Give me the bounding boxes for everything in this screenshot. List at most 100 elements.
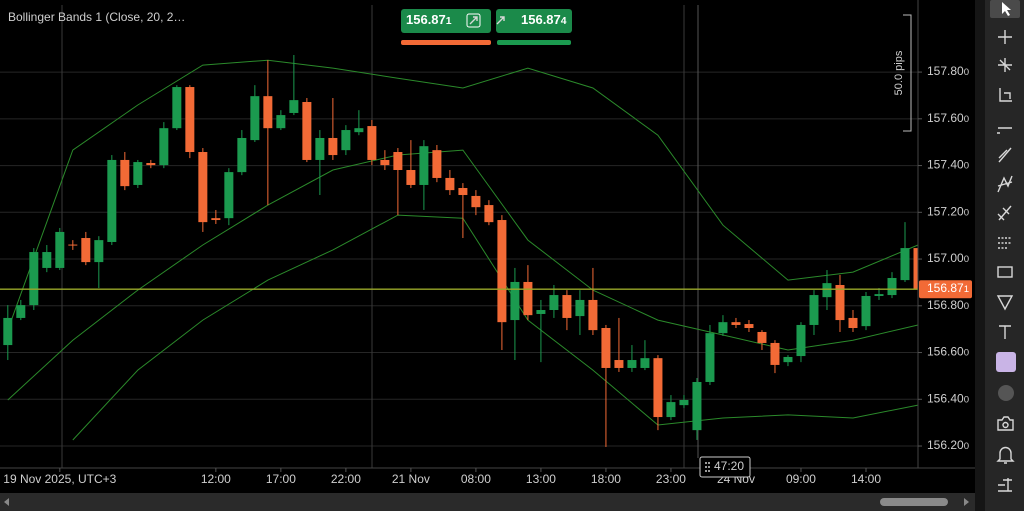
y-tick-label: 157.800 bbox=[927, 64, 969, 78]
y-tick-label: 157.600 bbox=[927, 111, 969, 125]
candle-body bbox=[900, 248, 910, 281]
candle-body bbox=[16, 305, 26, 318]
x-tick-label: 22:00 bbox=[331, 472, 361, 486]
candle-body bbox=[211, 218, 221, 221]
color-swatch[interactable] bbox=[996, 352, 1016, 372]
scroll-left[interactable] bbox=[4, 498, 9, 506]
candle-body bbox=[666, 402, 676, 418]
candle-body bbox=[861, 295, 871, 327]
indicator-label[interactable]: Bollinger Bands 1 (Close, 20, 2… bbox=[8, 10, 185, 24]
current-price-label: 156.871 bbox=[927, 281, 969, 295]
x-tick-label: 14:00 bbox=[851, 472, 881, 486]
band-line bbox=[7, 149, 919, 401]
plot bbox=[0, 55, 923, 447]
candle-body bbox=[289, 100, 299, 113]
alert-tool[interactable] bbox=[996, 446, 1015, 464]
crosshair-tool[interactable] bbox=[998, 30, 1012, 44]
fib-levels-tool[interactable] bbox=[998, 237, 1012, 249]
candle-body bbox=[198, 152, 208, 223]
fill-swatch[interactable] bbox=[998, 385, 1014, 401]
current-price-box bbox=[919, 280, 972, 299]
candle-body bbox=[393, 152, 403, 171]
ask-price: 156.874 bbox=[521, 12, 567, 27]
candle-body bbox=[263, 96, 273, 129]
x-tick-label: 12:00 bbox=[201, 472, 231, 486]
candle-body bbox=[510, 281, 520, 321]
camera-lens bbox=[1002, 421, 1009, 429]
candle-body bbox=[107, 159, 117, 242]
y-tick-label: 156.200 bbox=[927, 438, 969, 452]
candle-body bbox=[783, 356, 793, 363]
candle-body bbox=[731, 322, 741, 325]
candle-body bbox=[341, 130, 351, 151]
band-line bbox=[72, 214, 919, 441]
arrow-icon bbox=[466, 13, 481, 28]
candle-body bbox=[367, 126, 377, 160]
x-tick-label: 19 Nov 2025, UTC+3 bbox=[3, 472, 116, 486]
candle-body bbox=[29, 252, 39, 306]
candle-body bbox=[770, 342, 780, 365]
candle-body bbox=[42, 252, 52, 268]
scrollbar bbox=[0, 493, 985, 511]
camera-tool[interactable] bbox=[997, 416, 1014, 431]
candle-body bbox=[172, 87, 182, 129]
measure-tool[interactable] bbox=[999, 88, 1012, 102]
triangle-tool[interactable] bbox=[996, 295, 1014, 311]
x-tick-label: 23:00 bbox=[656, 472, 686, 486]
scroll-right[interactable] bbox=[964, 498, 969, 506]
arrow-icon bbox=[469, 16, 478, 25]
x-tick-label: 21 Nov bbox=[392, 472, 430, 486]
ruler-bracket bbox=[903, 14, 912, 132]
candle-body bbox=[68, 244, 78, 246]
price-axis bbox=[918, 0, 975, 468]
buy-bar bbox=[497, 40, 571, 45]
candle-body bbox=[679, 399, 689, 406]
settings-tool[interactable] bbox=[998, 478, 1012, 492]
arrow-icon bbox=[496, 16, 505, 25]
candle-body bbox=[237, 137, 247, 173]
buy-button[interactable] bbox=[496, 9, 572, 33]
toolbar-icons bbox=[990, 0, 1020, 492]
candle-body bbox=[718, 322, 728, 334]
rect-tool[interactable] bbox=[997, 266, 1013, 278]
candle-body bbox=[3, 317, 13, 346]
candle-body bbox=[588, 299, 598, 331]
grid bbox=[0, 71, 918, 447]
cursor-tool[interactable] bbox=[1002, 2, 1011, 16]
band-line bbox=[7, 59, 919, 331]
candle-body bbox=[328, 137, 338, 156]
candle-body bbox=[523, 281, 533, 316]
trend-tool[interactable] bbox=[998, 147, 1012, 163]
candle-body bbox=[796, 324, 806, 357]
candle-body bbox=[601, 328, 611, 368]
bid-price: 156.871 bbox=[406, 12, 452, 27]
scroll-thumb[interactable] bbox=[880, 498, 948, 506]
y-tick-label: 156.400 bbox=[927, 391, 969, 405]
crosshair-dot-tool[interactable] bbox=[998, 58, 1012, 72]
candle-body bbox=[185, 87, 195, 153]
candle-body bbox=[55, 231, 65, 268]
candle-body bbox=[484, 205, 494, 223]
candle-body bbox=[640, 358, 650, 368]
channel-tool[interactable] bbox=[997, 205, 1012, 221]
candle-body bbox=[380, 159, 390, 166]
candle-body bbox=[159, 128, 169, 166]
timer: 47:20 bbox=[714, 459, 744, 473]
candle-body bbox=[653, 358, 663, 418]
candle-body bbox=[94, 240, 104, 263]
candle-body bbox=[614, 360, 624, 368]
text-tool[interactable] bbox=[999, 325, 1011, 339]
candle-body bbox=[822, 283, 832, 298]
candle-body bbox=[250, 96, 260, 141]
candle-body bbox=[692, 381, 702, 431]
x-tick-label: 08:00 bbox=[461, 472, 491, 486]
candle-body bbox=[133, 162, 143, 185]
hline-tool[interactable] bbox=[997, 127, 1012, 134]
candle-body bbox=[354, 128, 364, 133]
candle-body bbox=[549, 295, 559, 311]
fib-tool[interactable] bbox=[997, 175, 1013, 193]
sell-bar bbox=[401, 40, 491, 45]
quote-panel: 156.871 156.874 bbox=[401, 9, 572, 45]
